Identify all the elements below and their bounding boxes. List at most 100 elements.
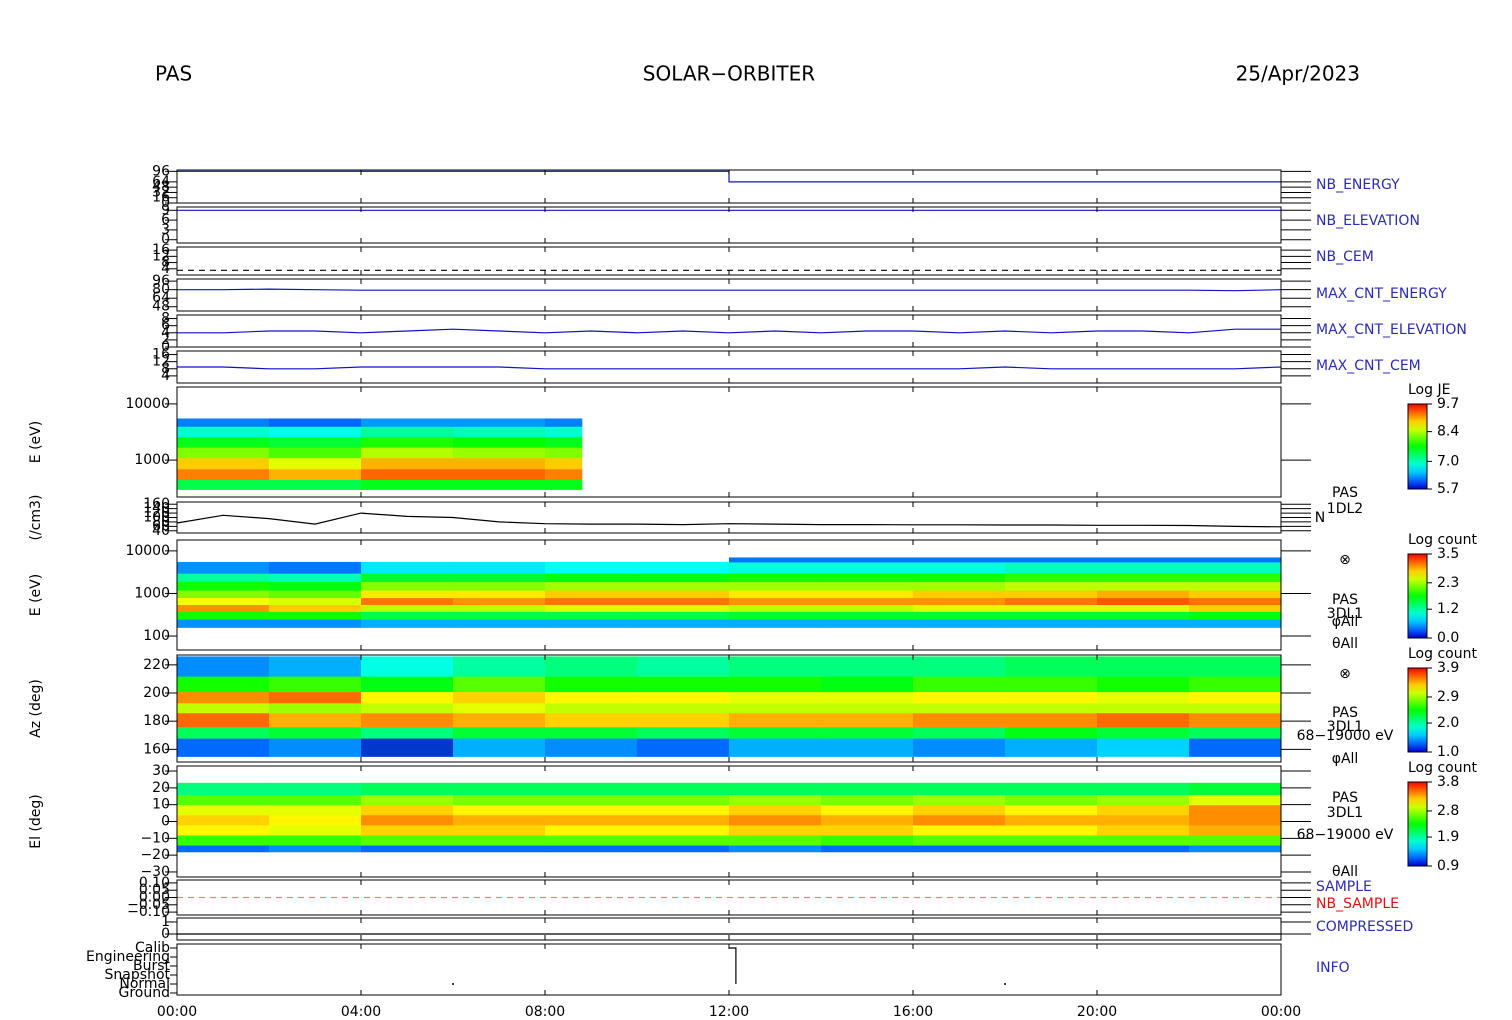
heatmap-cell (361, 726, 454, 739)
panel-note: 3DL1 (1327, 606, 1363, 622)
heatmap-cell (453, 426, 546, 438)
heatmap-cell (1005, 581, 1098, 591)
heatmap-cell (269, 794, 362, 806)
heatmap-cell (453, 845, 546, 853)
heatmap-cell (821, 590, 914, 599)
heatmap-cell (821, 782, 914, 796)
heatmap-cell (453, 824, 546, 836)
heatmap-cell (269, 581, 362, 591)
colorbar-tick-label: 0.0 (1437, 630, 1459, 646)
heatmap-cell (177, 794, 270, 806)
heatmap-cell (637, 604, 730, 612)
heatmap-cell (821, 834, 914, 846)
heatmap-cell (913, 561, 1006, 574)
heatmap-cell (269, 656, 362, 677)
heatmap-cell (637, 726, 730, 739)
heatmap-cell (453, 457, 546, 470)
heatmap-cell (913, 738, 1006, 757)
colorbar-tick-label: 1.2 (1437, 601, 1459, 617)
heatmap-cell (545, 814, 638, 826)
heatmap-cell (729, 604, 822, 612)
heatmap-cell (1097, 561, 1190, 574)
colorbar-tick-label: 9.7 (1437, 396, 1459, 412)
heatmap-cell (177, 782, 270, 796)
heatmap-cell (1097, 590, 1190, 599)
heatmap-cell (1189, 726, 1282, 739)
panel-note: θAll (1332, 636, 1358, 652)
heatmap-cell (545, 726, 638, 739)
heatmap-cell (269, 447, 362, 459)
heatmap-cell (1189, 845, 1282, 853)
data-point (1004, 983, 1006, 985)
heatmap-cell (545, 782, 638, 796)
heatmap-cell (269, 845, 362, 853)
heatmap-cell (177, 561, 270, 574)
heatmap-cell (637, 573, 730, 583)
heatmap-cell (913, 581, 1006, 591)
heatmap-cell (269, 804, 362, 816)
y-tick-label: Ground (119, 985, 171, 1001)
heatmap-cell (637, 597, 730, 606)
panel-label: MAX_CNT_ELEVATION (1316, 322, 1467, 338)
heatmap-cell (1005, 573, 1098, 583)
heatmap-cell (269, 676, 362, 693)
heatmap-cell (545, 418, 583, 427)
y-tick-label: Normal (119, 976, 170, 992)
y-tick-label: 0.00 (139, 890, 170, 906)
heatmap-cell (1189, 573, 1282, 583)
heatmap-cell (453, 834, 546, 846)
heatmap-cell (1097, 712, 1190, 728)
heatmap-cell (545, 702, 638, 714)
heatmap-cell (913, 712, 1006, 728)
heatmap-cell (1005, 676, 1098, 693)
heatmap-cell (1005, 590, 1098, 599)
data-line (177, 366, 1282, 370)
heatmap-cell (729, 557, 822, 563)
y-tick-label: 200 (143, 685, 170, 701)
heatmap-cell (913, 611, 1006, 620)
heatmap-cell (729, 712, 822, 728)
panel-note: θAll (1332, 864, 1358, 880)
heatmap-cell (637, 834, 730, 846)
heatmap-cell (177, 738, 270, 757)
panel-label: MAX_CNT_ENERGY (1316, 286, 1447, 302)
y-tick-label: 140 (143, 501, 170, 517)
heatmap-cell (821, 581, 914, 591)
y-tick-label: −10 (140, 830, 170, 846)
heatmap-cell (1097, 656, 1190, 677)
heatmap-cell (545, 597, 638, 606)
heatmap-cell (729, 619, 822, 628)
heatmap-cell (1097, 604, 1190, 612)
heatmap-cell (1097, 573, 1190, 583)
colorbar-tick-label: 3.5 (1437, 546, 1459, 562)
heatmap-cell (821, 814, 914, 826)
heatmap-cell (269, 814, 362, 826)
colorbar-title: Log count (1408, 646, 1477, 662)
heatmap-cell (269, 561, 362, 574)
heatmap-cell (177, 814, 270, 826)
heatmap-cell (453, 691, 546, 704)
heatmap-cell (177, 447, 270, 459)
x-tick-label: 00:00 (157, 1004, 197, 1020)
heatmap-cell (913, 782, 1006, 796)
heatmap-cell (269, 457, 362, 470)
heatmap-cell (177, 804, 270, 816)
heatmap-cell (453, 436, 546, 448)
panel-note: 3DL1 (1327, 719, 1363, 735)
heatmap-cell (361, 845, 454, 853)
heatmap-cell (1097, 597, 1190, 606)
heatmap-cell (1005, 619, 1098, 628)
panel-label: NB_ELEVATION (1316, 213, 1420, 229)
colorbar-tick-label: 1.0 (1437, 744, 1459, 760)
y-tick-label: Engineering (86, 949, 170, 965)
panel-label: INFO (1316, 960, 1350, 976)
panel-label: NB_SAMPLE (1316, 896, 1399, 912)
colorbar-tick-label: 1.9 (1437, 829, 1459, 845)
heatmap-cell (821, 804, 914, 816)
panel-note: N (1315, 510, 1325, 526)
heatmap-cell (729, 782, 822, 796)
heatmap-cell (1097, 845, 1190, 853)
heatmap-cell (361, 691, 454, 704)
heatmap-cell (361, 573, 454, 583)
heatmap-cell (269, 782, 362, 796)
